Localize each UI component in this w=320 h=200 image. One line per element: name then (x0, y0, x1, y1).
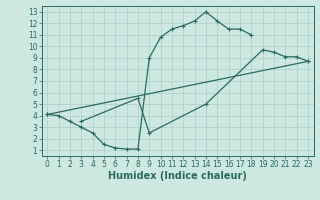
X-axis label: Humidex (Indice chaleur): Humidex (Indice chaleur) (108, 171, 247, 181)
